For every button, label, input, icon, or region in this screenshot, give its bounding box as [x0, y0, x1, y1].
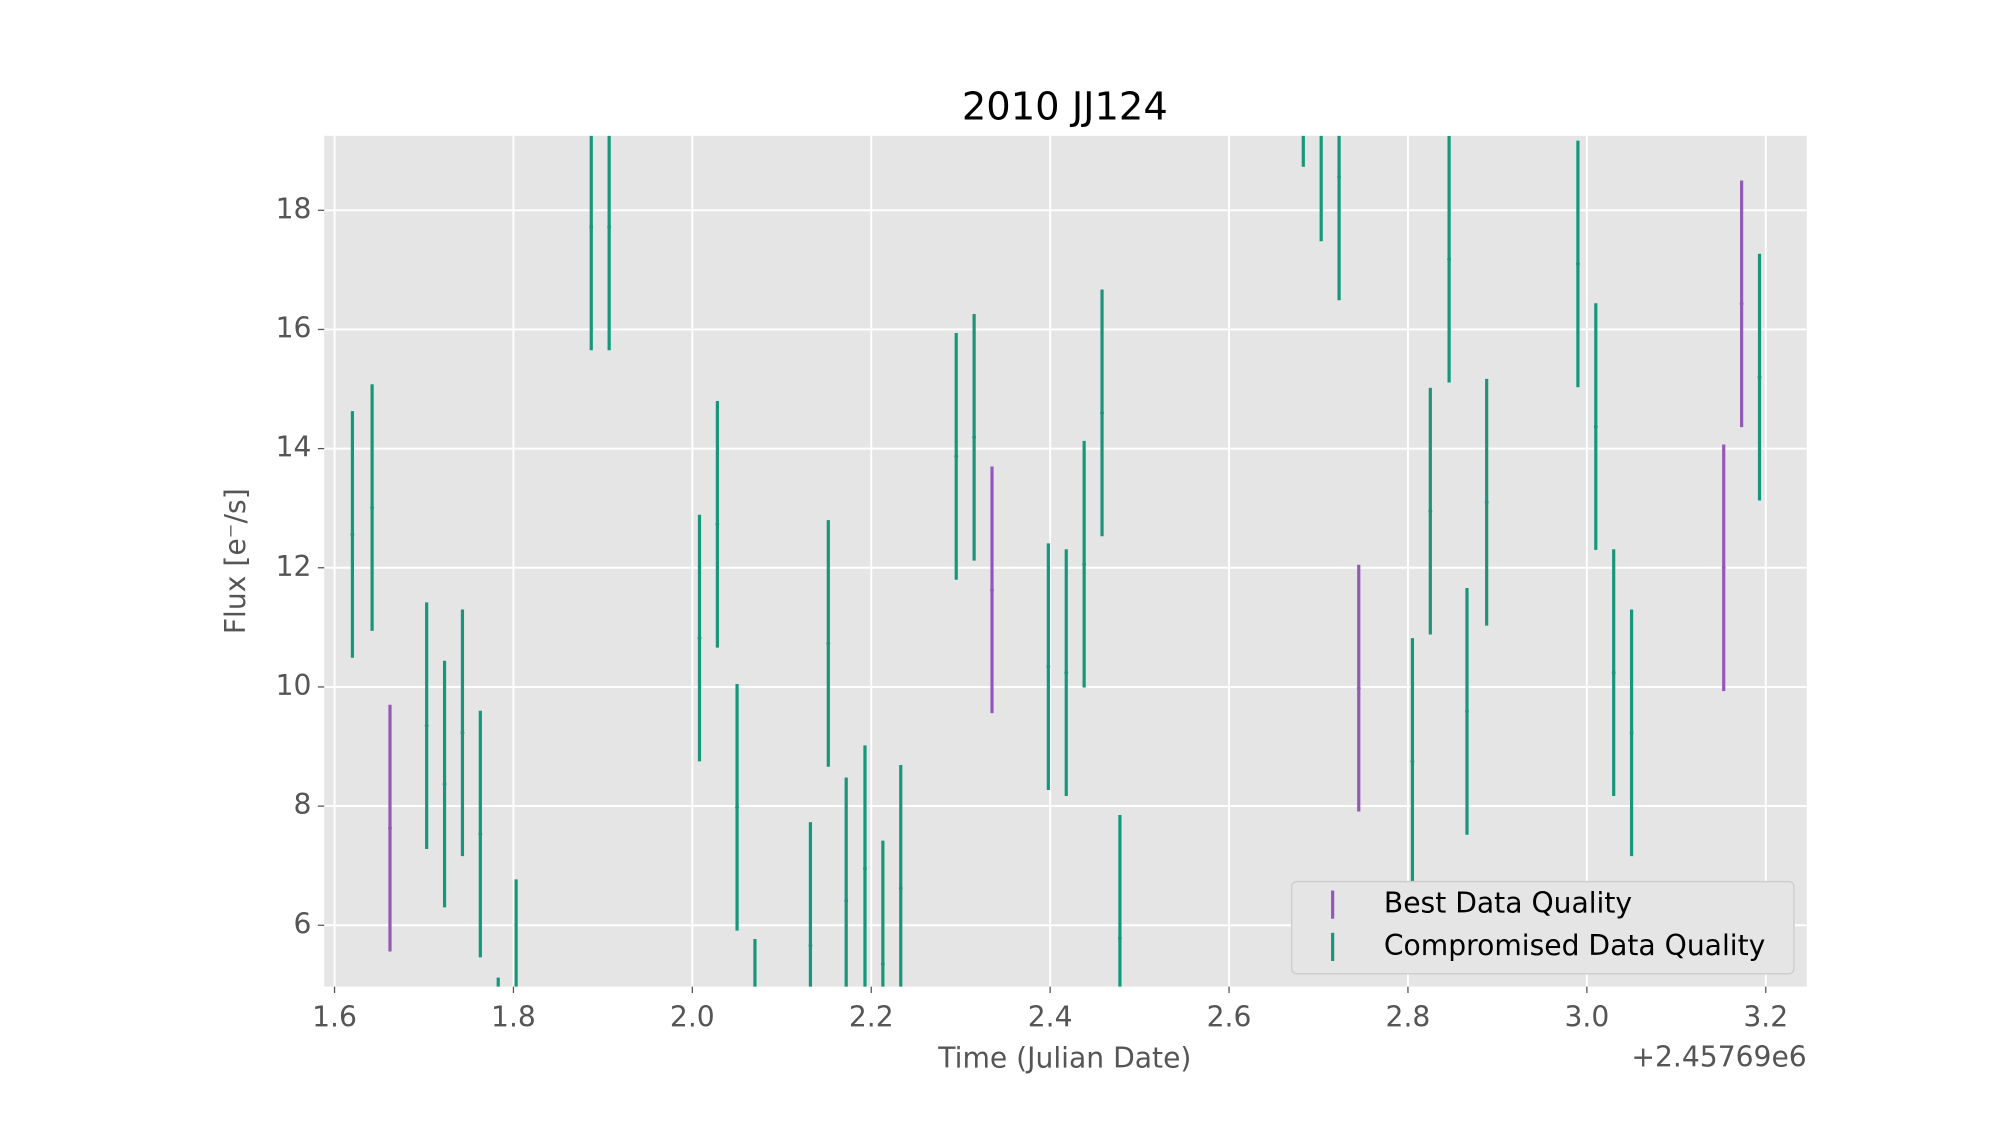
data-point: [1301, 42, 1305, 46]
y-axis-label: Flux [e⁻/s]: [219, 488, 252, 634]
x-tick-label: 3.0: [1564, 1001, 1609, 1034]
data-point: [1721, 565, 1726, 570]
data-point: [424, 723, 429, 728]
labels: 1.6 1.8 2.0 2.2 2.4 2.6 2.8 3.0 3.2 6 8 10 12 14 16 18: [276, 192, 1789, 1033]
x-axis-label: Time (Julian Date): [937, 1042, 1191, 1075]
data-point: [1611, 670, 1616, 675]
y-tick-label: 16: [276, 311, 312, 344]
data-point: [826, 641, 831, 646]
data-point: [1064, 670, 1069, 675]
x-tick-label: 2.6: [1207, 1001, 1252, 1034]
data-point: [589, 225, 594, 229]
data-point: [898, 886, 903, 891]
legend: Best Data Quality Compromised Data Qualit…: [1291, 880, 1795, 975]
legend-box: [1291, 880, 1795, 975]
data-point: [808, 943, 813, 948]
data-point: [753, 1060, 757, 1064]
data-point: [388, 826, 392, 831]
data-point: [1337, 175, 1341, 179]
data-point: [496, 1099, 500, 1103]
data-point: [370, 505, 375, 510]
data-point: [607, 225, 612, 229]
data-point: [697, 636, 702, 640]
data-point: [972, 435, 977, 440]
data-point: [1319, 116, 1323, 120]
y-tick-label: 8: [293, 788, 311, 821]
data-point: [1739, 301, 1744, 306]
chart-title: 2010 JJ124: [962, 84, 1168, 129]
x-tick-label: 2.2: [849, 1001, 894, 1034]
data-point: [1100, 410, 1104, 415]
data-point: [442, 782, 447, 786]
y-tick-label: 12: [276, 550, 312, 583]
data-point: [1117, 936, 1122, 941]
data-point: [1410, 759, 1415, 764]
x-tick-label: 3.2: [1743, 1001, 1788, 1034]
data-point: [880, 962, 885, 966]
y-tick-label: 10: [276, 669, 312, 702]
data-point: [1356, 686, 1361, 691]
data-point: [1447, 257, 1452, 262]
data-point: [460, 730, 465, 735]
data-point: [1484, 500, 1489, 505]
data-point: [844, 898, 849, 903]
data-point: [1465, 709, 1469, 714]
data-point: [1082, 562, 1087, 567]
data-point: [478, 832, 483, 837]
data-point: [990, 587, 994, 592]
data-point: [1046, 664, 1051, 669]
x-tick-label: 2.0: [670, 1001, 715, 1034]
x-tick-label: 1.8: [491, 1001, 536, 1034]
data-point: [1575, 261, 1580, 266]
data-point: [954, 454, 959, 459]
y-tick-label: 14: [276, 431, 312, 464]
data-point: [1757, 375, 1762, 380]
y-tick-label: 18: [276, 192, 312, 225]
x-tick-label: 1.6: [312, 1001, 357, 1034]
data-point: [1428, 509, 1433, 514]
data-point: [863, 866, 867, 871]
marks: [350, 42, 1762, 1103]
legend-label: Compromised Data Quality: [1384, 929, 1765, 962]
x-tick-label: 2.4: [1028, 1001, 1073, 1034]
data-point: [350, 532, 355, 537]
y-tick-label: 6: [293, 907, 311, 940]
data-point: [1593, 424, 1598, 429]
data-point: [735, 805, 739, 810]
data-point: [715, 522, 720, 527]
x-tick-label: 2.8: [1386, 1001, 1431, 1034]
data-point: [1629, 730, 1634, 735]
x-offset-label: +2.45769e6: [1631, 1040, 1806, 1073]
legend-label: Best Data Quality: [1384, 887, 1632, 920]
